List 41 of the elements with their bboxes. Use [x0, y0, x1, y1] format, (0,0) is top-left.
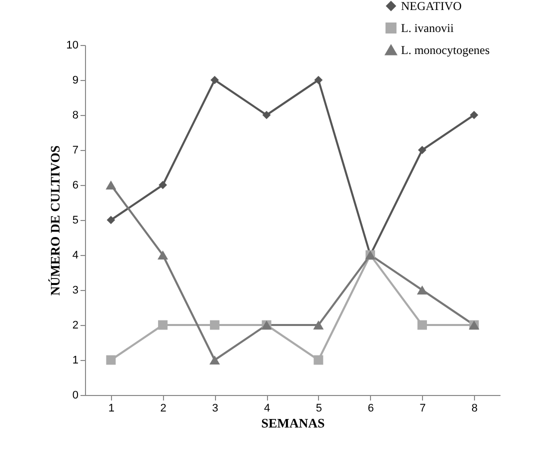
y-tick-label: 10	[66, 40, 78, 52]
point	[210, 76, 219, 84]
y-tick-label: 6	[72, 180, 78, 192]
point	[210, 320, 220, 330]
x-axis-title: SEMANAS	[261, 416, 325, 430]
y-tick-label: 2	[72, 320, 78, 332]
legend-label: L. ivanovii	[401, 21, 454, 35]
x-tick-label: 1	[108, 402, 114, 414]
x-tick-label: 8	[472, 402, 478, 414]
y-tick-label: 3	[72, 284, 78, 296]
point	[158, 180, 167, 190]
point	[314, 355, 324, 365]
y-tick-label: 1	[72, 354, 78, 366]
point	[209, 355, 220, 365]
point	[106, 216, 116, 224]
point	[418, 146, 426, 154]
y-axis-title: NÚMERO DE CULTIVOS	[47, 145, 62, 296]
point	[106, 180, 116, 190]
legend-label: NEGATIVO	[401, 0, 462, 13]
point	[262, 110, 271, 120]
x-tick-label: 4	[264, 402, 270, 414]
x-tick-label: 7	[420, 402, 426, 414]
x-tick-label: 5	[316, 402, 322, 414]
y-tick-label: 0	[72, 390, 78, 402]
y-tick-label: 9	[72, 74, 78, 86]
x-tick-label: 2	[160, 402, 166, 414]
point	[106, 355, 116, 365]
point	[158, 250, 168, 260]
point	[416, 285, 428, 295]
point	[314, 76, 323, 84]
y-tick-label: 5	[72, 214, 78, 226]
point	[470, 110, 478, 120]
point	[417, 320, 427, 330]
point	[158, 320, 168, 330]
y-tick-label: 7	[72, 144, 78, 156]
x-tick-label: 6	[368, 402, 374, 414]
y-tick-label: 8	[72, 110, 78, 122]
y-tick-label: 4	[72, 250, 78, 262]
x-tick-label: 3	[212, 402, 218, 414]
legend-label: L. monocytogenes	[401, 43, 490, 57]
point	[313, 320, 324, 330]
